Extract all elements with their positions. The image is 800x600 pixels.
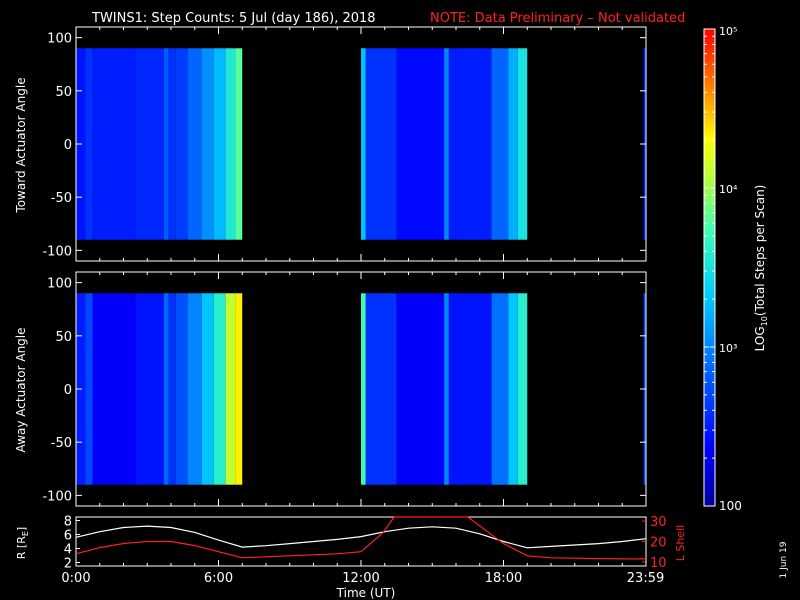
away-column-11 — [235, 293, 243, 485]
orbit-series-radius — [75, 525, 647, 549]
toward-column-17 — [491, 48, 509, 240]
orbit-left-tick-label-1: 6 — [64, 529, 72, 544]
away-column-8 — [201, 293, 214, 485]
away-ytick-label-3: -50 — [51, 436, 72, 451]
chart-title: TWINS1: Step Counts: 5 Jul (day 186), 20… — [91, 11, 376, 26]
toward-column-5 — [168, 48, 176, 240]
toward-column-4 — [163, 48, 169, 240]
away-column-6 — [175, 293, 188, 485]
toward-ylabel: Toward Actuator Angle — [14, 77, 28, 213]
toward-column-7 — [187, 48, 202, 240]
orbit-right-tick-label-2: 10 — [650, 556, 667, 571]
toward-column-9 — [213, 48, 226, 240]
away-ylabel: Away Actuator Angle — [14, 327, 28, 452]
x-tick-label-0: 0:00 — [61, 571, 90, 586]
toward-ytick-label-4: -100 — [42, 244, 72, 259]
toward-ytick-label-0: 100 — [47, 32, 72, 47]
orbit-left-ylabel: R [RE] — [15, 527, 30, 559]
away-ytick-label-0: 100 — [47, 277, 72, 292]
x-tick-label-4: 23:59 — [627, 571, 664, 586]
away-column-13 — [365, 293, 397, 485]
away-column-2 — [92, 293, 136, 485]
away-ytick-label-2: 0 — [64, 383, 72, 398]
toward-column-12 — [361, 48, 366, 240]
away-column-7 — [187, 293, 202, 485]
orbit-left-tick-label-3: 2 — [64, 557, 72, 572]
away-column-15 — [444, 293, 449, 485]
toward-column-2 — [92, 48, 136, 240]
toward-column-8 — [201, 48, 214, 240]
toward-column-16 — [448, 48, 492, 240]
toward-ytick-label-3: -50 — [51, 191, 72, 206]
colorbar-tick-label-1: 10⁴ — [719, 183, 738, 196]
toward-column-10 — [225, 48, 236, 240]
toward-ytick-label-2: 0 — [64, 138, 72, 153]
colorbar — [703, 28, 716, 507]
away-column-4 — [163, 293, 169, 485]
away-column-10 — [225, 293, 236, 485]
toward-column-13 — [365, 48, 397, 240]
preliminary-note: NOTE: Data Preliminary – Not validated — [430, 11, 685, 26]
orbit-right-tick-label-0: 30 — [650, 515, 667, 530]
toward-column-18 — [508, 48, 518, 240]
toward-column-11 — [235, 48, 243, 240]
away-column-16 — [448, 293, 492, 485]
away-panel: 100 50 0 -50 -100 — [42, 271, 647, 507]
toward-column-3 — [135, 48, 164, 240]
colorbar-tick-label-0: 10⁵ — [719, 25, 737, 38]
away-column-14 — [396, 293, 445, 485]
side-date-note: 1 Jun 19 — [779, 541, 789, 578]
toward-column-14 — [396, 48, 445, 240]
orbit-left-tick-label-0: 8 — [64, 515, 72, 530]
away-column-1 — [85, 293, 93, 485]
away-column-12 — [361, 293, 366, 485]
away-ytick-label-1: 50 — [55, 330, 72, 345]
x-tick-label-1: 6:00 — [204, 571, 233, 586]
colorbar-label: LOG10(Total Steps per Scan) — [753, 185, 769, 352]
away-column-19 — [517, 293, 528, 485]
toward-column-19 — [517, 48, 528, 240]
toward-panel: 100 50 0 -50 -100 — [42, 26, 647, 262]
away-ytick-label-4: -100 — [42, 489, 72, 504]
away-column-3 — [135, 293, 164, 485]
x-tick-label-3: 18:00 — [485, 571, 522, 586]
x-tick-label-2: 12:00 — [342, 571, 379, 586]
colorbar-tick-label-2: 10³ — [719, 342, 737, 355]
away-column-18 — [508, 293, 518, 485]
away-column-17 — [491, 293, 509, 485]
toward-column-1 — [85, 48, 93, 240]
x-axis-label: Time (UT) — [336, 586, 396, 600]
orbit-right-ylabel: L Shell — [674, 525, 687, 561]
colorbar-tick-label-3: 100 — [719, 499, 742, 513]
toward-column-6 — [175, 48, 188, 240]
toward-ytick-label-1: 50 — [55, 85, 72, 100]
away-column-9 — [213, 293, 226, 485]
away-column-5 — [168, 293, 176, 485]
toward-column-15 — [444, 48, 449, 240]
orbit-series-lshell — [75, 516, 646, 560]
orbit-left-tick-label-2: 4 — [64, 543, 72, 558]
orbit-right-tick-label-1: 20 — [650, 536, 667, 551]
